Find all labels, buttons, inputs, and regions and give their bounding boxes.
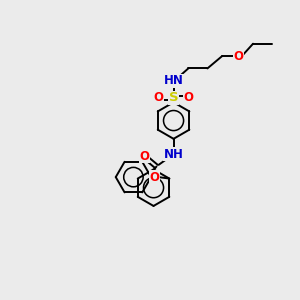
Text: O: O <box>154 92 164 104</box>
Text: NH: NH <box>164 148 184 160</box>
Text: O: O <box>150 171 160 184</box>
Text: O: O <box>183 92 193 104</box>
Text: O: O <box>233 50 243 63</box>
Text: S: S <box>169 92 178 104</box>
Text: O: O <box>139 150 149 163</box>
Text: HN: HN <box>164 74 184 87</box>
